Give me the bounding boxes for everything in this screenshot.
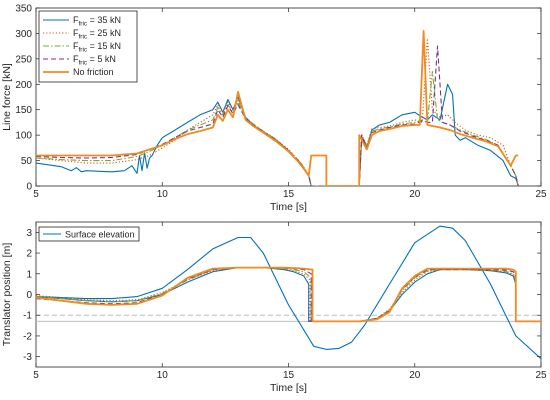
series-line — [36, 29, 519, 186]
y-tick-label: 3 — [26, 228, 32, 239]
legend-entry: Ffric = 5 kN — [73, 54, 116, 67]
y-tick-label: 0 — [26, 182, 32, 193]
legend-entry: Ffric = 35 kN — [73, 15, 121, 28]
x-tick-label: 10 — [157, 189, 169, 200]
series-line — [36, 266, 541, 323]
series-group — [36, 29, 519, 186]
y-tick-label: -3 — [23, 352, 32, 363]
x-axis-title: Time [s] — [270, 201, 307, 213]
legend: Surface elevation — [38, 226, 140, 242]
x-tick-label: 20 — [409, 189, 421, 200]
y-tick-label: 350 — [15, 4, 32, 15]
series-group — [36, 225, 541, 360]
y-axis-title: Translator position [m] — [1, 243, 13, 347]
legend-entry: Ffric = 15 kN — [73, 41, 121, 54]
x-tick-label: 15 — [283, 370, 295, 381]
x-tick-label: 5 — [33, 189, 39, 200]
y-tick-label: 150 — [15, 105, 32, 116]
legend-entry: No friction — [73, 67, 114, 77]
legend-entry: Surface elevation — [65, 230, 135, 240]
legend-box — [38, 226, 140, 242]
series-line — [36, 37, 519, 186]
y-tick-label: 100 — [15, 131, 32, 142]
series-line — [36, 45, 519, 186]
legend-entry: Ffric = 25 kN — [73, 28, 121, 41]
y-tick-label: -1 — [23, 311, 32, 322]
x-tick-label: 5 — [33, 370, 39, 381]
y-tick-label: 200 — [15, 80, 32, 91]
y-tick-label: 0 — [26, 290, 32, 301]
plot-area-bottom — [35, 221, 542, 368]
y-tick-label: -2 — [23, 331, 32, 342]
series-line — [36, 267, 541, 322]
x-axis-title: Time [s] — [270, 382, 307, 394]
x-tick-label: 15 — [283, 189, 295, 200]
y-tick-label: 50 — [21, 156, 33, 167]
x-tick-label: 10 — [157, 370, 169, 381]
series-line — [36, 267, 541, 322]
y-tick-label: 250 — [15, 54, 32, 65]
x-tick-label: 25 — [535, 370, 547, 381]
y-tick-label: 300 — [15, 29, 32, 40]
series-line — [36, 225, 541, 360]
series-line — [36, 267, 541, 322]
x-tick-label: 20 — [409, 370, 421, 381]
x-tick-label: 25 — [535, 189, 547, 200]
chart-bottom: 5 10 15 20 25 -3 -2 -1 0 1 2 3 Time [s] Translator po… — [1, 221, 547, 394]
y-tick-label: 2 — [26, 249, 32, 260]
y-axis-title: Line force [kN] — [1, 63, 13, 131]
y-tick-label: 1 — [26, 269, 32, 280]
